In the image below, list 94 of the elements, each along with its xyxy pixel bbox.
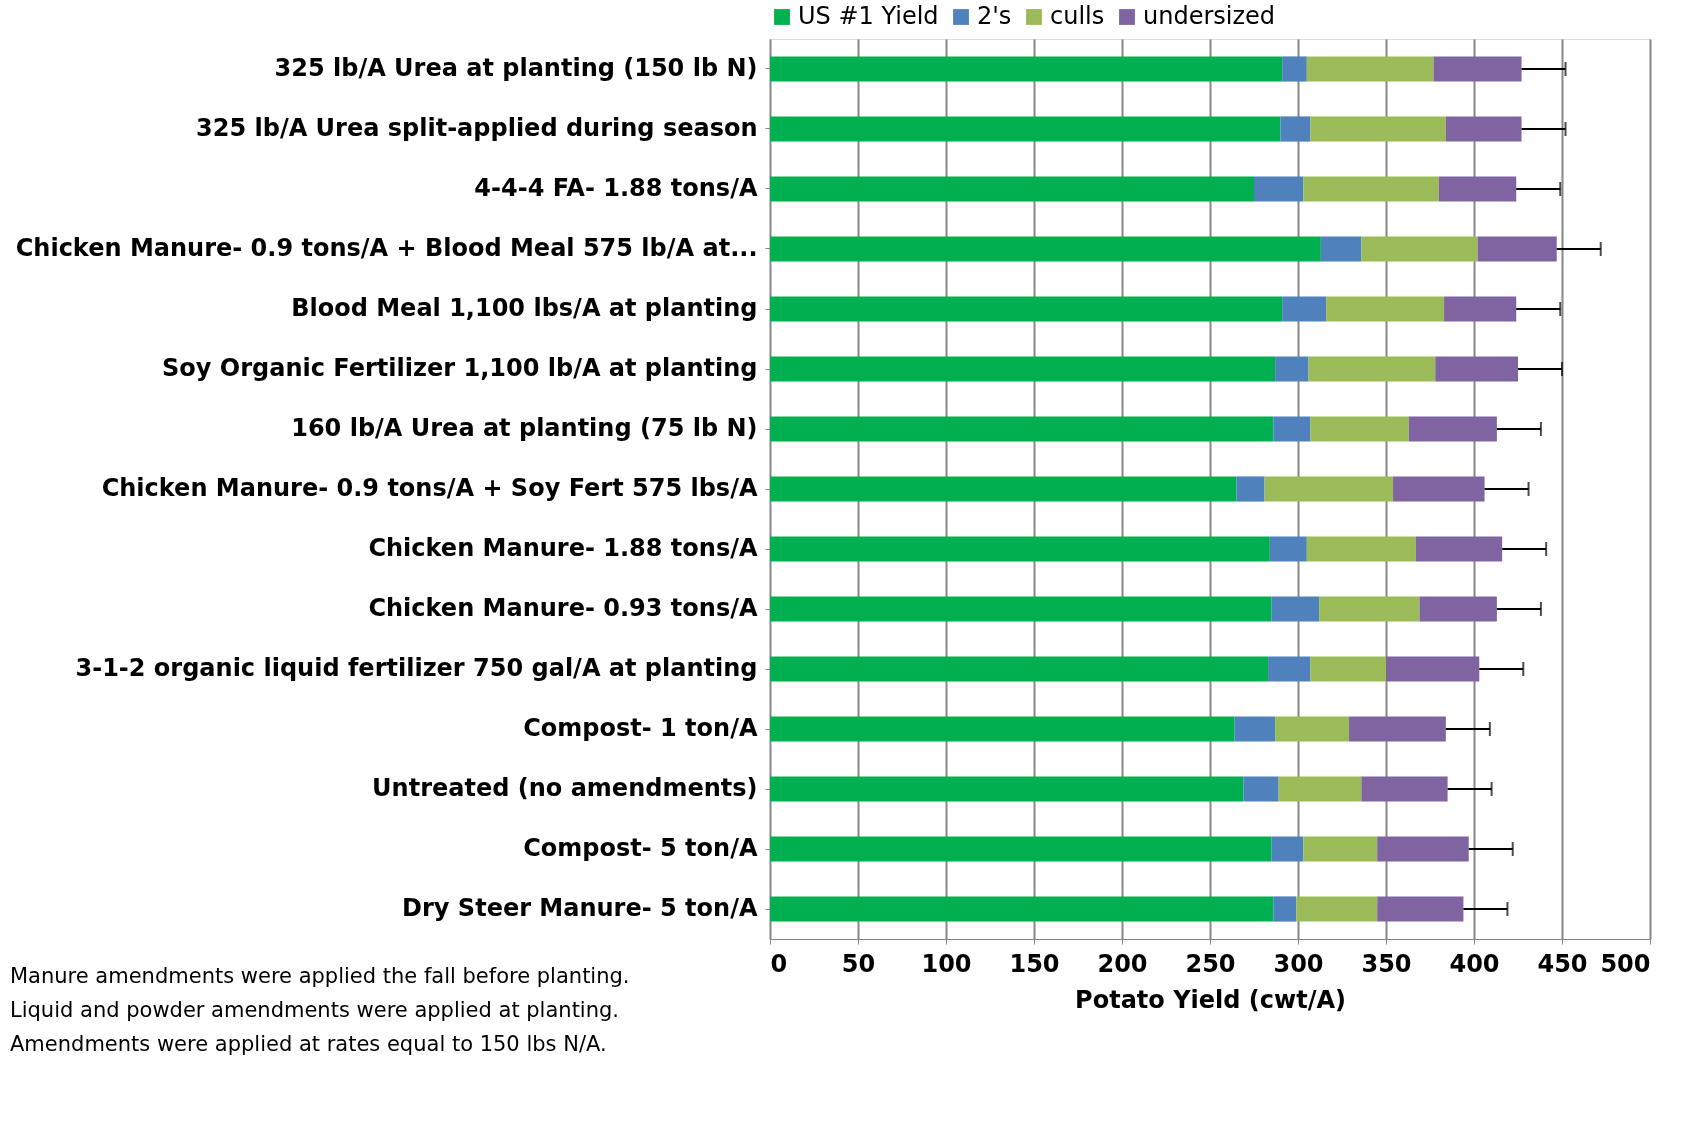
y-tick-label: Soy Organic Fertilizer 1,100 lb/A at planting	[162, 354, 758, 382]
bar	[770, 836, 1272, 862]
bar	[1306, 536, 1416, 562]
y-tick-label: Chicken Manure- 0.93 tons/A	[368, 594, 758, 622]
bar	[1377, 896, 1464, 922]
bar	[1303, 836, 1378, 862]
bar	[770, 356, 1276, 382]
bar	[770, 176, 1254, 202]
y-tick-label: 160 lb/A Urea at planting (75 lb N)	[291, 414, 758, 442]
y-tick-label: 325 lb/A Urea split-applied during season	[196, 114, 758, 142]
x-tick-label: 200	[1097, 949, 1148, 978]
bar	[1243, 776, 1279, 802]
bar	[1310, 416, 1409, 442]
bar	[1361, 236, 1478, 262]
bar	[770, 716, 1235, 742]
bar	[1282, 296, 1327, 322]
bar	[770, 416, 1274, 442]
bar	[1326, 296, 1445, 322]
bar	[1275, 716, 1350, 742]
y-tick-label: Chicken Manure- 0.9 tons/A + Blood Meal 575 lb/A at...	[15, 234, 758, 262]
bar	[1296, 896, 1378, 922]
bar	[1415, 536, 1503, 562]
bar	[1236, 476, 1265, 502]
y-tick-label: 4-4-4 FA- 1.88 tons/A	[474, 174, 758, 202]
bar	[770, 776, 1244, 802]
x-tick-label: 0	[770, 949, 788, 978]
y-tick-label: 3-1-2 organic liquid fertilizer 750 gal/A at planting	[75, 654, 758, 682]
y-tick-label: Chicken Manure- 0.9 tons/A + Soy Fert 575 lbs/A	[101, 474, 758, 502]
bar	[1435, 356, 1518, 382]
legend-label: undersized	[1143, 2, 1276, 30]
bar	[1275, 356, 1309, 382]
bar	[1361, 776, 1448, 802]
bar	[770, 236, 1321, 262]
bar	[1269, 536, 1307, 562]
bar	[1254, 176, 1304, 202]
y-tick-label: Compost- 1 ton/A	[523, 714, 758, 742]
bar	[1438, 176, 1517, 202]
bar	[1278, 776, 1362, 802]
x-axis-title: Potato Yield (cwt/A)	[1075, 985, 1346, 1014]
bar	[770, 656, 1269, 682]
bar	[1264, 476, 1394, 502]
bar	[1477, 236, 1557, 262]
bar	[1234, 716, 1276, 742]
bar	[770, 296, 1283, 322]
bar	[1445, 116, 1522, 142]
bar	[1271, 836, 1304, 862]
y-tick-label: Chicken Manure- 1.88 tons/A	[368, 534, 758, 562]
x-tick-label: 350	[1361, 949, 1412, 978]
bar	[1273, 896, 1297, 922]
x-tick-label: 400	[1449, 949, 1500, 978]
bar	[1408, 416, 1497, 442]
x-tick-label: 450	[1537, 949, 1588, 978]
x-tick-label: 250	[1185, 949, 1236, 978]
bar	[1320, 236, 1362, 262]
bar	[1393, 476, 1485, 502]
legend-label: 2's	[977, 2, 1012, 30]
x-tick-label: 300	[1273, 949, 1324, 978]
text: Manure amendments were applied the fall before planting.	[10, 964, 630, 988]
y-tick-label: Compost- 5 ton/A	[523, 834, 758, 862]
bar	[1273, 416, 1311, 442]
x-tick-label: 150	[1009, 949, 1060, 978]
x-tick-label: 100	[921, 949, 972, 978]
y-tick-label: Dry Steer Manure- 5 ton/A	[402, 894, 758, 922]
legend-label: culls	[1050, 2, 1105, 30]
x-tick-label: 500	[1600, 949, 1651, 978]
bar	[1268, 656, 1311, 682]
text: Liquid and powder amendments were applied at planting.	[10, 998, 620, 1022]
bar	[770, 116, 1281, 142]
bar	[1349, 716, 1446, 742]
bar	[1308, 356, 1436, 382]
bar	[1310, 656, 1386, 682]
y-tick-label: Blood Meal 1,100 lbs/A at planting	[291, 294, 758, 322]
bar	[1310, 116, 1446, 142]
bar	[1419, 596, 1497, 622]
text: Amendments were applied at rates equal to 150 lbs N/A.	[10, 1032, 607, 1056]
bar	[770, 536, 1270, 562]
bar	[1271, 596, 1320, 622]
bar	[1319, 596, 1420, 622]
bar	[1280, 116, 1311, 142]
bar	[770, 476, 1237, 502]
bar	[1444, 296, 1517, 322]
bar	[1306, 56, 1434, 82]
bar	[1433, 56, 1522, 82]
y-tick-label: Untreated (no amendments)	[372, 774, 758, 802]
bar	[1282, 56, 1307, 82]
bar	[770, 596, 1272, 622]
legend-label: US #1 Yield	[798, 2, 939, 30]
bar	[1386, 656, 1480, 682]
bar	[1377, 836, 1469, 862]
bar	[770, 896, 1274, 922]
x-tick-label: 50	[841, 949, 876, 978]
bar	[770, 56, 1283, 82]
y-tick-label: 325 lb/A Urea at planting (150 lb N)	[274, 54, 758, 82]
bar	[1303, 176, 1439, 202]
